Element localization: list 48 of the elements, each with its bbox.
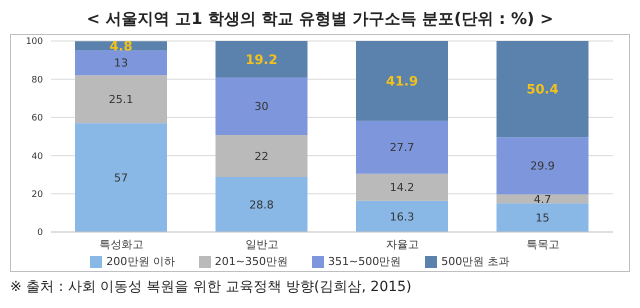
bar — [356, 200, 448, 232]
data-label: 14.2 — [390, 181, 414, 194]
y-tick-label: 80 — [32, 75, 44, 86]
data-label: 30 — [254, 100, 268, 114]
legend-label: 351~500만원 — [328, 255, 402, 268]
y-tick-label: 60 — [32, 114, 44, 124]
bar — [75, 50, 167, 76]
text: ※ 출처 : 사회 이동성 복원을 위한 교육정책 방향(김희삼, 2015) — [10, 278, 413, 296]
data-label: 28.8 — [249, 198, 274, 212]
y-tick-label: 40 — [32, 152, 44, 162]
data-label: 50.4 — [526, 82, 559, 98]
data-label: 29.9 — [530, 160, 555, 173]
bar — [496, 194, 588, 204]
data-label: 27.7 — [390, 141, 414, 154]
bar — [496, 137, 588, 194]
bar — [75, 41, 167, 50]
bar — [216, 41, 308, 78]
bar — [75, 123, 167, 232]
bar — [356, 120, 448, 174]
data-label: 4.8 — [109, 39, 133, 54]
data-label: 13 — [114, 56, 128, 70]
bar — [496, 41, 588, 138]
data-label: 4.7 — [534, 192, 552, 206]
bar — [496, 203, 588, 232]
data-label: 15 — [536, 212, 550, 225]
y-tick-label: 100 — [26, 37, 44, 48]
x-tick-label: 특성화고 — [99, 238, 144, 251]
chart-title: < 서울지역 고1 학생의 학교 유형별 가구소득 분포(단위 : %) > — [86, 8, 554, 30]
bar — [216, 176, 308, 232]
y-tick-label: 0 — [37, 228, 44, 238]
data-label: 25.1 — [108, 93, 134, 106]
data-label: 57 — [114, 171, 128, 184]
x-tick-label: 특목고 — [526, 238, 560, 251]
legend-label: 201~350만원 — [214, 255, 288, 268]
x-tick-label: 자율고 — [386, 238, 419, 251]
legend-label: 200만원 이하 — [106, 255, 175, 268]
x-tick-label: 일반고 — [245, 238, 278, 251]
legend-label: 500만원 초과 — [441, 255, 510, 268]
data-label: 19.2 — [245, 52, 278, 68]
bar — [75, 75, 167, 124]
bar — [216, 134, 308, 177]
bar — [356, 41, 448, 121]
data-label: 22 — [254, 150, 268, 163]
bar — [356, 174, 448, 201]
bar — [216, 78, 308, 135]
y-tick-label: 20 — [32, 190, 44, 200]
data-label: 16.3 — [390, 210, 414, 224]
data-label: 41.9 — [386, 74, 418, 90]
